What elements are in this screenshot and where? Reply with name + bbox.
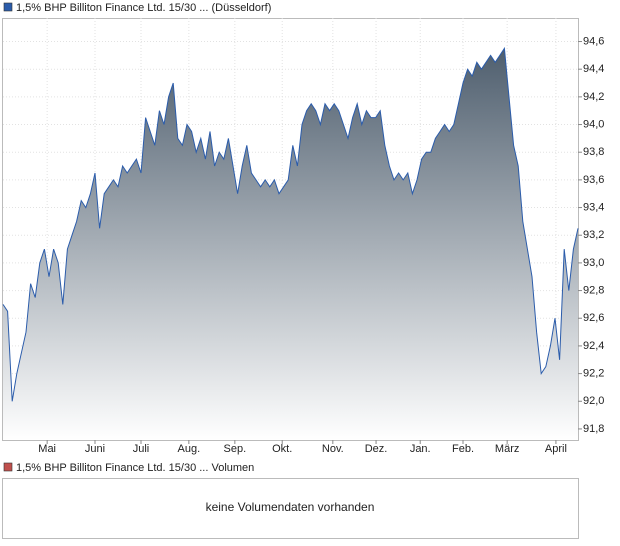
x-tick-label: Feb. <box>452 443 474 455</box>
x-tick-label: Aug. <box>178 443 201 455</box>
y-tick-label: 93,4 <box>583 201 604 213</box>
legend-swatch <box>3 2 13 12</box>
x-tick-label: Okt. <box>272 443 292 455</box>
y-tick-label: 93,0 <box>583 257 604 269</box>
legend-label: 1,5% BHP Billiton Finance Ltd. 15/30 ...… <box>16 2 271 14</box>
y-tick-label: 92,4 <box>583 340 604 352</box>
x-tick-label: Sep. <box>224 443 247 455</box>
price-line <box>2 46 579 402</box>
y-tick-label: 94,0 <box>583 118 604 130</box>
y-tick-label: 92,6 <box>583 312 604 324</box>
y-tick-label: 93,6 <box>583 174 604 186</box>
y-tick-label: 91,8 <box>583 423 604 435</box>
volume-frame <box>2 478 579 539</box>
y-tick-label: 94,4 <box>583 63 604 75</box>
x-tick-label: Juli <box>133 443 150 455</box>
plot-frame <box>2 18 579 441</box>
y-tick-label: 92,8 <box>583 284 604 296</box>
area <box>3 48 578 441</box>
y-tick-label: 92,2 <box>583 367 604 379</box>
empty-message: keine Volumendaten vorhanden <box>206 500 375 514</box>
x-tick-label: März <box>495 443 519 455</box>
y-tick-label: 94,6 <box>583 35 604 47</box>
x-tick-label: April <box>545 443 567 455</box>
x-tick-label: Nov. <box>322 443 344 455</box>
x-tick-label: Juni <box>85 443 105 455</box>
y-tick-label: 92,0 <box>583 395 604 407</box>
y-tick-label: 93,8 <box>583 146 604 158</box>
x-tick-label: Mai <box>38 443 56 455</box>
y-tick-label: 94,2 <box>583 91 604 103</box>
legend-swatch <box>3 462 13 472</box>
x-tick-label: Jan. <box>410 443 431 455</box>
legend-label: 1,5% BHP Billiton Finance Ltd. 15/30 ...… <box>16 462 254 474</box>
y-tick-label: 93,2 <box>583 229 604 241</box>
x-tick-label: Dez. <box>365 443 388 455</box>
